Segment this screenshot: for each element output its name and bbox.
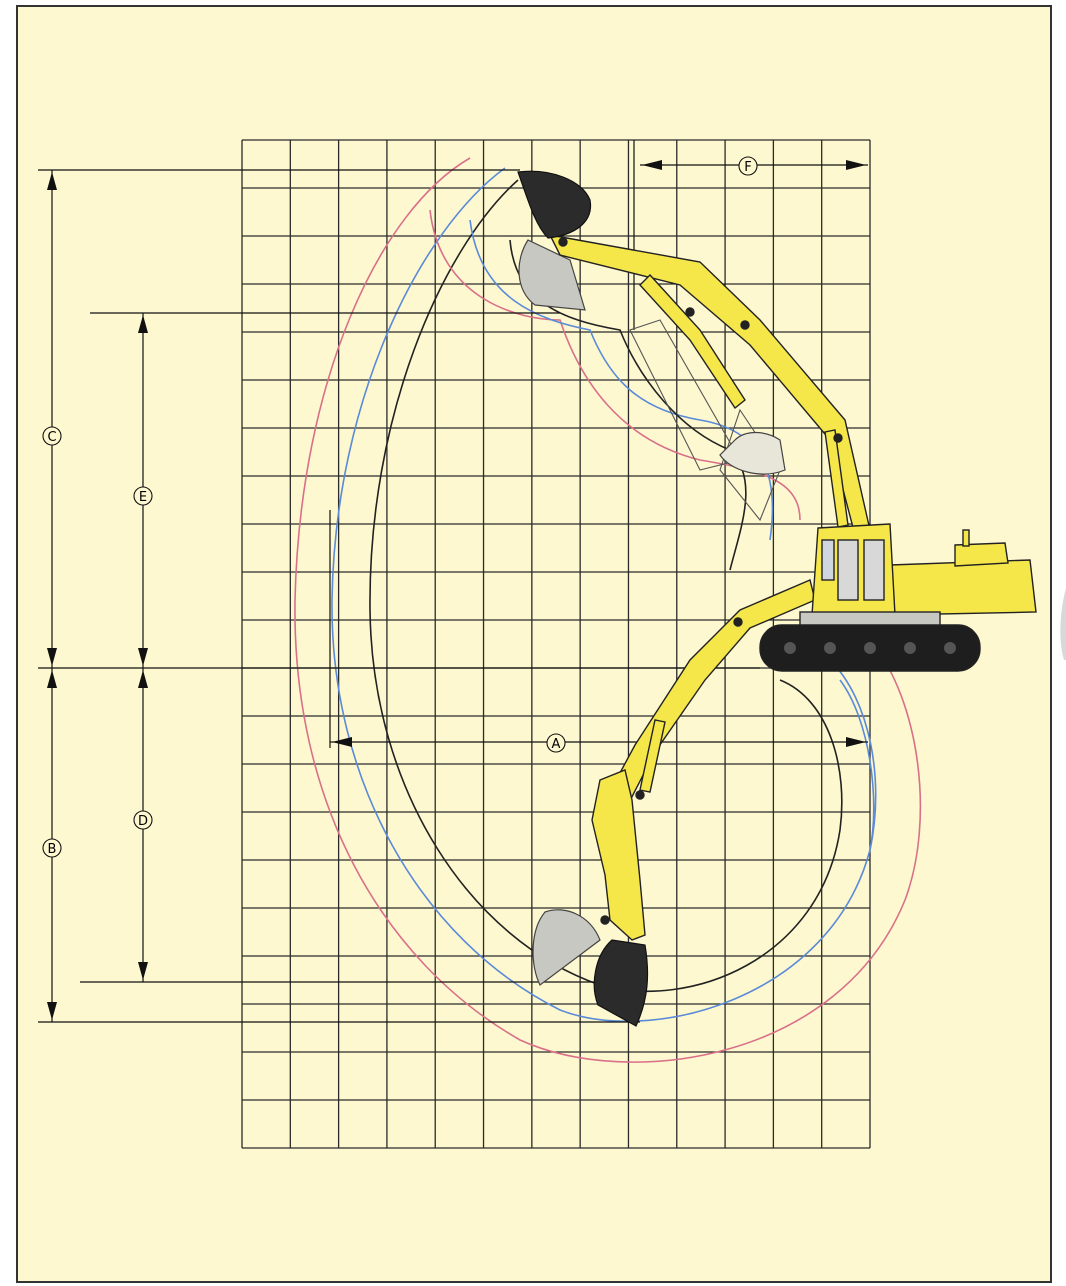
label-b: B — [42, 838, 62, 858]
envelope-pink-outer — [294, 157, 922, 1063]
counterweight — [889, 559, 1037, 616]
envelope-blue-right — [839, 679, 875, 851]
lower-bucket-icon — [593, 939, 649, 1027]
label-f: F — [738, 156, 758, 176]
cab-window-right — [863, 539, 885, 601]
turntable — [799, 611, 941, 627]
lower-stick — [591, 769, 646, 941]
svg-text:F: F — [744, 160, 751, 175]
upper-bucket-icon — [517, 170, 592, 239]
ghost-bucket-mid-icon — [719, 431, 786, 475]
page-curl — [1060, 588, 1066, 660]
ghost-bucket-top-icon — [518, 239, 586, 311]
cab-window-left — [821, 539, 835, 581]
label-e: E — [133, 486, 153, 506]
label-a: A — [546, 733, 566, 753]
cab-window-mid — [837, 539, 859, 601]
working-envelopes — [294, 157, 922, 1063]
lower-boom-arm — [591, 579, 816, 941]
ghost-bucket-bottom-icon — [532, 909, 601, 986]
label-c: C — [42, 426, 62, 446]
upper-boom-cylinder — [639, 273, 746, 410]
exhaust-stack — [962, 529, 970, 547]
svg-text:B: B — [48, 842, 57, 857]
lower-boom-cylinder — [639, 719, 666, 793]
svg-text:C: C — [47, 430, 56, 445]
excavator-body — [759, 523, 1037, 672]
svg-text:E: E — [139, 490, 147, 505]
svg-text:A: A — [552, 737, 561, 752]
svg-text:D: D — [138, 814, 148, 829]
track-rollers — [784, 642, 956, 654]
upper-boom-arm — [548, 234, 871, 536]
dimension-lines — [38, 140, 868, 1023]
label-d: D — [133, 810, 153, 830]
dimension-arrows — [47, 160, 866, 1020]
envelope-black — [369, 179, 843, 992]
engine-hood — [954, 542, 1009, 567]
